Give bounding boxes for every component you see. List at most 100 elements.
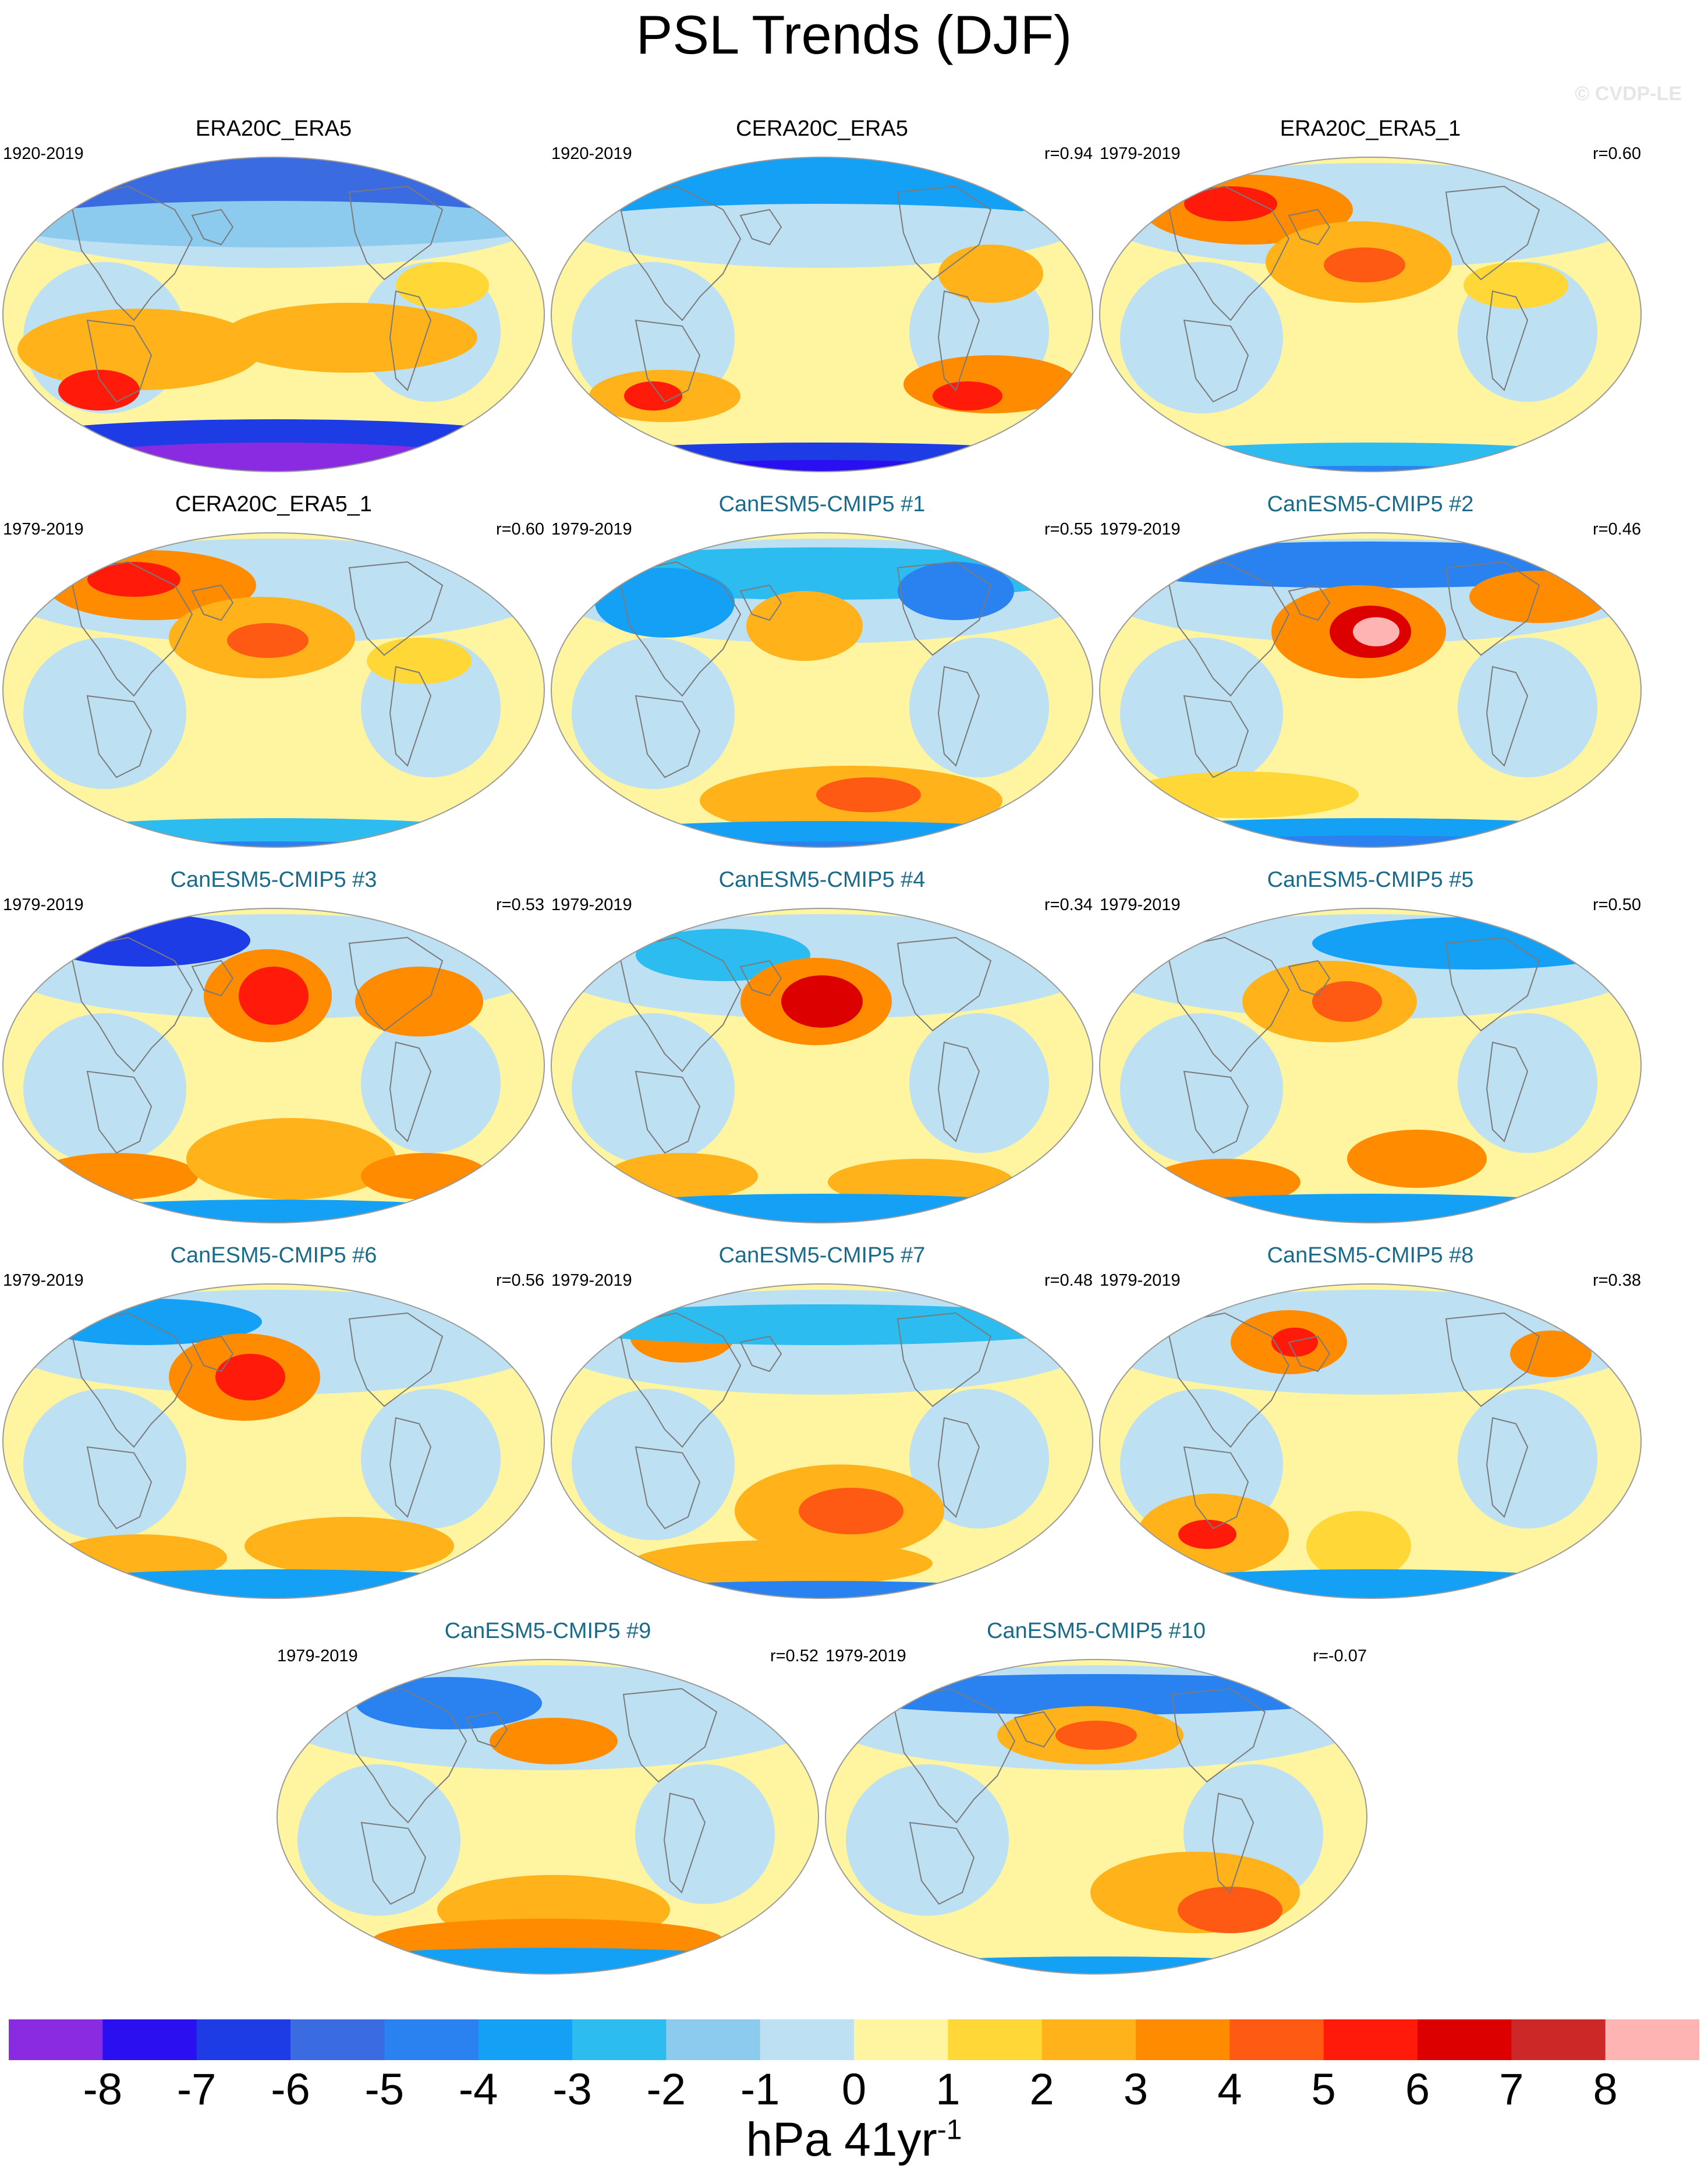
map-plot [277, 1659, 819, 1975]
panel-years: 1979-2019 [551, 896, 632, 914]
coastline [1165, 1312, 1290, 1448]
contour-region [215, 1354, 285, 1400]
units-exponent: -1 [937, 2114, 962, 2146]
coastline [348, 936, 444, 1032]
map-plot [1099, 908, 1642, 1223]
panel-correlation: r=0.94 [1044, 144, 1093, 163]
map-plot [1099, 1283, 1642, 1599]
contour-region [361, 1013, 501, 1153]
coastline [1183, 319, 1249, 403]
contour-region [572, 638, 735, 789]
coastline [348, 1312, 444, 1407]
colorbar-swatch [102, 2019, 197, 2060]
panel-years: 1979-2019 [1100, 144, 1181, 163]
contour-region [551, 204, 1093, 250]
contour-region [1126, 772, 1359, 818]
contour-region [933, 381, 1002, 411]
colorbar-tick-label: 0 [841, 2065, 867, 2114]
contour-region [572, 1013, 735, 1165]
colorbar-swatch [1511, 2019, 1606, 2060]
panel-title: CanESM5-CMIP5 #1 [718, 492, 926, 516]
panel-title: CanESM5-CMIP5 #8 [1267, 1243, 1474, 1268]
coastline [389, 1041, 432, 1142]
coastline [909, 1821, 975, 1905]
coastline [191, 208, 234, 246]
figure-title: PSL Trends (DJF) [636, 4, 1072, 65]
contour-region [799, 1488, 903, 1534]
contour-region [1458, 1389, 1597, 1529]
coastline [86, 319, 153, 403]
colorbar-swatch [478, 2019, 573, 2060]
coastline [1445, 1312, 1540, 1407]
colorbar-tick-label: -8 [83, 2065, 123, 2114]
colorbar-swatch [572, 2019, 667, 2060]
map-panel: CanESM5-CMIP5 #8 1979-2019 r=0.38 [1097, 1243, 1644, 1610]
map-plot [2, 157, 545, 472]
coastline [896, 185, 992, 281]
contour-region [846, 1764, 1009, 1916]
contour-region [635, 1764, 775, 1904]
colorbar-tick-label: -6 [271, 2065, 310, 2114]
coastline [348, 561, 444, 656]
contour-region [1055, 1721, 1137, 1750]
coastline [343, 1687, 467, 1824]
map-plot [2, 908, 545, 1223]
colorbar-swatch [290, 2019, 385, 2060]
panel-correlation: r=0.38 [1592, 1271, 1641, 1290]
map-border [2, 1283, 545, 1599]
contour-region [1120, 262, 1283, 413]
contour-region [909, 1013, 1049, 1153]
contour-region [816, 777, 921, 812]
panel-correlation: r=0.53 [495, 896, 544, 914]
colorbar-tick-label: 8 [1593, 2065, 1618, 2114]
contour-region [490, 1718, 618, 1764]
coastline [1165, 936, 1290, 1073]
watermark: © CVDP-LE [1575, 83, 1682, 105]
panel-years: 1979-2019 [277, 1647, 358, 1665]
contour-region [23, 1389, 186, 1540]
coastline [1288, 208, 1331, 246]
contour-region [551, 821, 1093, 847]
coastline [69, 185, 193, 321]
coastline [1288, 584, 1331, 621]
coastline [617, 936, 742, 1073]
map-panel: CanESM5-CMIP5 #7 1979-2019 r=0.48 [548, 1243, 1096, 1610]
coastline [69, 561, 193, 697]
coastline [1014, 1711, 1057, 1748]
contour-region [551, 1581, 1093, 1598]
panel-years: 1979-2019 [3, 520, 84, 539]
contour-region [361, 1153, 489, 1200]
map-border [1099, 908, 1642, 1223]
coastline [739, 1335, 782, 1372]
coastline [937, 1041, 980, 1142]
contour-region [909, 1389, 1049, 1529]
contour-region [1271, 1328, 1318, 1357]
contour-region [23, 638, 186, 789]
coastline [1445, 936, 1540, 1032]
contour-region [1458, 638, 1597, 777]
contour-region [898, 562, 1014, 620]
panel-years: 1979-2019 [1100, 1271, 1181, 1290]
panel-correlation: r=0.52 [770, 1647, 818, 1665]
contour-region [1120, 1013, 1283, 1165]
coastline [69, 1312, 193, 1448]
colorbar [9, 2019, 1699, 2060]
contour-region [1120, 638, 1283, 789]
panel-title: CanESM5-CMIP5 #2 [1267, 492, 1474, 516]
contour-region [23, 1013, 186, 1165]
colorbar-tick-label: -5 [364, 2065, 405, 2114]
contour-region [825, 1674, 1367, 1715]
map-plot [1099, 532, 1642, 848]
coastline [1171, 1687, 1266, 1783]
coastline [389, 1417, 432, 1518]
contour-region [221, 303, 477, 373]
contour-region [17, 309, 262, 390]
contour-region [361, 1389, 501, 1529]
colorbar-tick-label: -7 [176, 2065, 217, 2114]
contour-region [277, 1948, 818, 1974]
colorbar-tick-label: 4 [1217, 2065, 1242, 2114]
panel-correlation: r=0.48 [1044, 1271, 1093, 1290]
coastline [389, 666, 432, 767]
map-panel: ERA20C_ERA5 1920-2019 [0, 116, 547, 483]
coastline [1486, 290, 1529, 391]
